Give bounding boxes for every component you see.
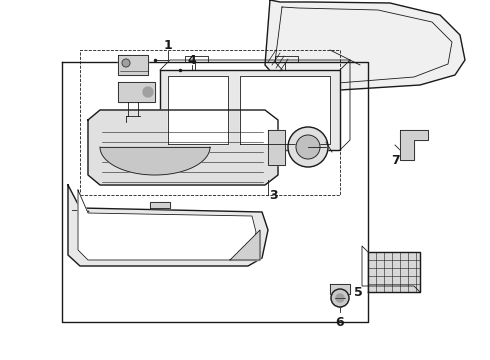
Text: 4: 4 [188,54,196,67]
Polygon shape [230,230,260,260]
Polygon shape [368,252,420,292]
Circle shape [336,294,344,302]
Text: 6: 6 [336,315,344,328]
Polygon shape [100,147,210,175]
Text: 5: 5 [354,285,363,298]
Circle shape [143,87,153,97]
Polygon shape [160,70,340,150]
Polygon shape [118,55,148,75]
Polygon shape [78,190,256,260]
Polygon shape [68,185,268,266]
Circle shape [288,127,328,167]
Text: 2: 2 [82,208,90,221]
Polygon shape [168,76,228,144]
Circle shape [122,59,130,67]
Text: 3: 3 [270,189,278,202]
Polygon shape [118,82,155,102]
Polygon shape [400,130,428,160]
Polygon shape [150,202,170,208]
Circle shape [296,135,320,159]
Polygon shape [268,130,285,165]
Text: 1: 1 [164,39,172,51]
Polygon shape [330,284,350,294]
Text: 7: 7 [391,153,399,166]
Polygon shape [88,110,278,185]
Polygon shape [265,0,465,90]
Circle shape [331,289,349,307]
Polygon shape [240,76,330,144]
